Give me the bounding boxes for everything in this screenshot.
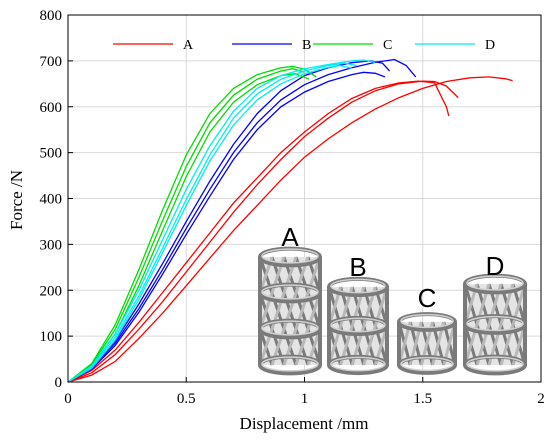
scaffold-ring-highlight — [400, 356, 454, 372]
scaffold-illustrations: A B C D — [258, 222, 527, 376]
y-tick-label: 200 — [40, 283, 63, 299]
legend-label-D: D — [485, 38, 495, 53]
scaffold-ring-highlight — [400, 313, 454, 329]
scaffold-label-C: C — [418, 283, 437, 313]
y-tick-label: 400 — [40, 192, 63, 208]
scaffold-B: B — [327, 252, 389, 376]
x-tick-label: 0.5 — [177, 391, 196, 407]
y-tick-label: 800 — [40, 8, 63, 24]
scaffold-label-B: B — [349, 252, 366, 282]
series-D-curve-3 — [67, 64, 352, 383]
scaffold-body — [329, 287, 387, 365]
x-tick-label: 0 — [64, 391, 72, 407]
x-axis-label: Displacement /mm — [240, 414, 369, 433]
scaffold-ring-highlight — [261, 356, 319, 372]
y-axis-label: Force /N — [7, 170, 26, 230]
y-tick-label: 100 — [40, 329, 63, 345]
scaffold-ring-highlight — [466, 275, 524, 291]
scaffold-ring-highlight — [330, 356, 386, 372]
y-tick-label: 700 — [40, 54, 63, 70]
scaffold-D: D — [463, 251, 527, 376]
scaffold-ring-highlight — [466, 356, 524, 372]
x-tick-label: 1.5 — [413, 391, 432, 407]
series-A-curve-3 — [67, 76, 513, 383]
legend-label-A: A — [183, 38, 194, 53]
series-B-curve-3 — [67, 71, 386, 383]
series-C-curve-1 — [67, 65, 317, 383]
axes: 0 0.5 1 1.5 2 0 100 200 300 400 500 600 700 800 — [40, 8, 545, 407]
scaffold-C: C — [397, 283, 457, 375]
series-B-curve-1 — [67, 58, 417, 383]
scaffold-ring-highlight — [261, 320, 319, 336]
series-A-curve-2 — [67, 80, 450, 383]
plot-area — [67, 58, 513, 383]
scaffold-A: A — [258, 222, 322, 376]
y-tick-label: 300 — [40, 237, 63, 253]
y-tick-label: 0 — [55, 375, 63, 391]
series-D-curve-2 — [67, 62, 357, 383]
x-tick-label: 1 — [301, 391, 309, 407]
scaffold-body — [465, 284, 525, 365]
legend-label-C: C — [383, 38, 392, 53]
x-tick-label: 2 — [537, 391, 545, 407]
series-B-curve-2 — [67, 60, 391, 383]
scaffold-ring-highlight — [261, 248, 319, 264]
scaffold-label-D: D — [486, 251, 505, 281]
scaffold-label-A: A — [281, 222, 299, 252]
legend-label-B: B — [302, 38, 311, 53]
scaffold-ring-highlight — [466, 315, 524, 332]
series-D-curve-1 — [67, 59, 376, 383]
scaffold-ring-highlight — [330, 317, 386, 333]
scaffold-ring-highlight — [330, 278, 386, 294]
y-tick-label: 500 — [40, 146, 63, 162]
scaffold-ring-highlight — [261, 284, 319, 300]
legend: A B C D — [113, 38, 495, 53]
series-C-curve-2 — [67, 68, 305, 383]
y-tick-label: 600 — [40, 100, 63, 116]
